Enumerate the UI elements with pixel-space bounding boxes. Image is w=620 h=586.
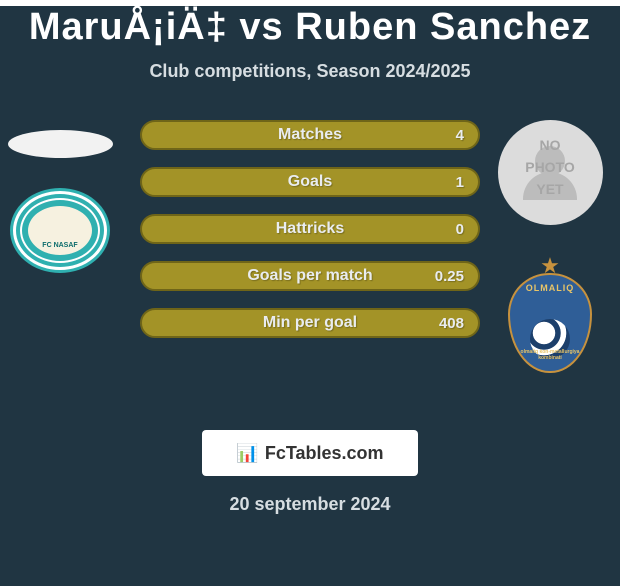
- stat-value: 1: [456, 174, 464, 191]
- shield-bottom-text: olmaliq kon-metallurgiya kombinati: [510, 349, 590, 361]
- avatar-text-line2: PHOTO: [498, 160, 603, 175]
- stat-label: Hattricks: [276, 220, 344, 238]
- player1-avatar-placeholder: [8, 130, 113, 158]
- stat-label: Min per goal: [263, 314, 357, 332]
- page-root: MaruÅ¡iÄ‡ vs Ruben Sanchez Club competit…: [0, 6, 620, 586]
- stat-label: Matches: [278, 126, 342, 144]
- stat-label: Goals per match: [247, 267, 372, 285]
- stat-value: 0: [456, 221, 464, 238]
- footer: 📊 FcTables.com 20 september 2024: [0, 430, 620, 515]
- shield-shape: OLMALIQ olmaliq kon-metallurgiya kombina…: [508, 273, 592, 373]
- stat-row-min-per-goal: Min per goal 408: [140, 308, 480, 338]
- badge-label: FC NASAF: [28, 206, 92, 255]
- chart-icon: 📊: [236, 443, 258, 464]
- avatar-text-line3: YET: [498, 182, 603, 197]
- stat-label: Goals: [288, 173, 332, 191]
- right-column: NO PHOTO YET ★ OLMALIQ olmaliq kon-metal…: [490, 120, 610, 380]
- left-column: FC NASAF: [0, 120, 120, 273]
- brand-text: FcTables.com: [265, 443, 384, 464]
- stat-row-hattricks: Hattricks 0: [140, 214, 480, 244]
- page-subtitle: Club competitions, Season 2024/2025: [0, 61, 620, 82]
- page-title: MaruÅ¡iÄ‡ vs Ruben Sanchez: [0, 6, 620, 49]
- stat-row-goals: Goals 1: [140, 167, 480, 197]
- comparison-content: FC NASAF NO PHOTO YET ★ OLMALIQ olmaliq …: [0, 120, 620, 400]
- player1-club-badge: FC NASAF: [10, 188, 110, 273]
- stat-row-matches: Matches 4: [140, 120, 480, 150]
- brand-badge[interactable]: 📊 FcTables.com: [202, 430, 418, 476]
- stat-value: 408: [439, 315, 464, 332]
- stat-value: 0.25: [435, 268, 464, 285]
- player2-avatar-placeholder: NO PHOTO YET: [498, 120, 603, 225]
- stat-row-goals-per-match: Goals per match 0.25: [140, 261, 480, 291]
- player2-club-badge: ★ OLMALIQ olmaliq kon-metallurgiya kombi…: [500, 255, 600, 380]
- shield-top-text: OLMALIQ: [516, 283, 584, 293]
- stats-list: Matches 4 Goals 1 Hattricks 0 Goals per …: [140, 120, 480, 338]
- stat-value: 4: [456, 127, 464, 144]
- date-text: 20 september 2024: [229, 494, 390, 515]
- avatar-text-line1: NO: [498, 138, 603, 153]
